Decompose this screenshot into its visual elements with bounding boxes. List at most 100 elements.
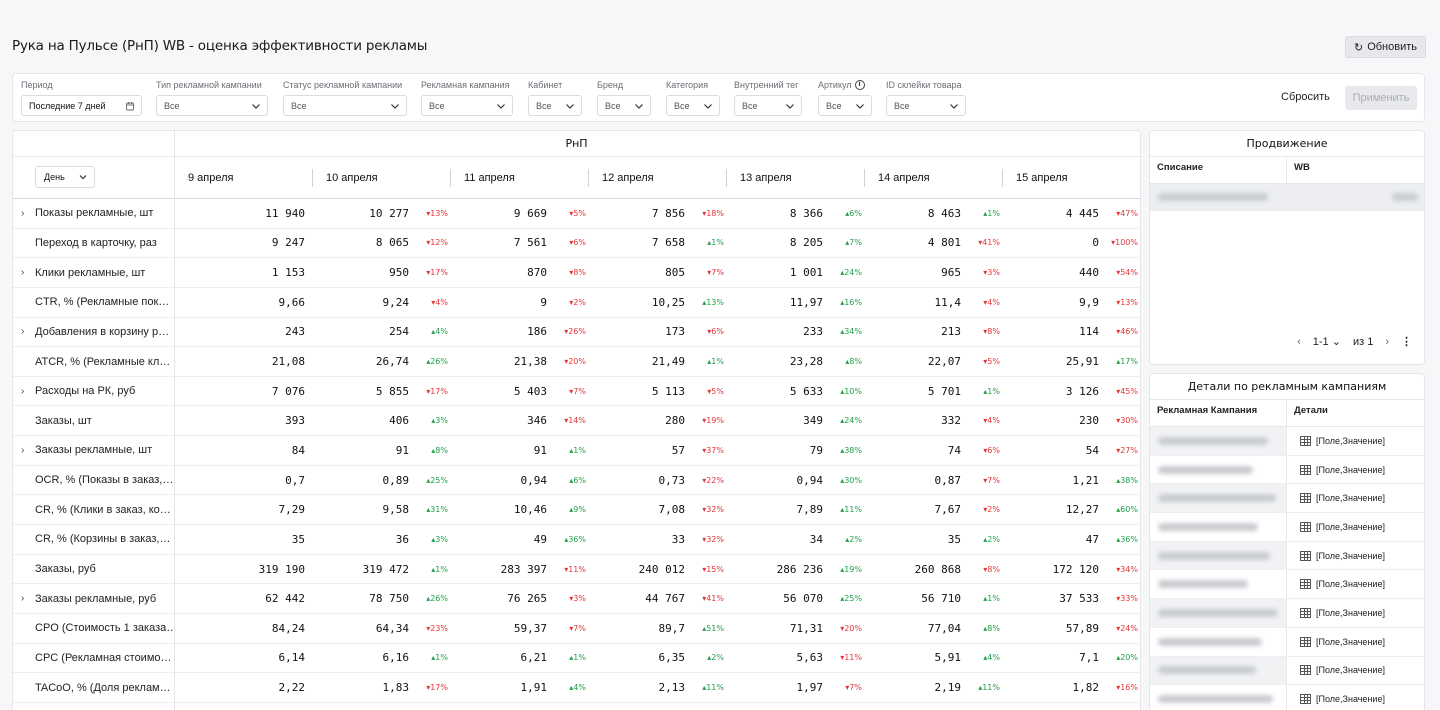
metric-name[interactable]: › Заказы рекламные, шт: [13, 436, 174, 465]
delta-badge: ▾ 7%: [569, 614, 586, 643]
rnp-panel: РнП День 9 апреля 10 апреля 11 апреля 12 ап…: [12, 130, 1141, 710]
delta-value: 8%: [987, 327, 1000, 337]
date-column-header[interactable]: 11 апреля: [451, 157, 589, 199]
column-resizer[interactable]: [1002, 169, 1003, 187]
details-cell[interactable]: [Поле,Значение]: [1287, 542, 1424, 570]
table-cell: 233 ▴ 34%: [727, 318, 865, 347]
delta-value: 1%: [987, 594, 1000, 604]
metric-label: Переход в карточку, раз: [35, 236, 157, 249]
arrow-up-icon: ▴: [702, 297, 707, 307]
column-resizer[interactable]: [312, 169, 313, 187]
table-cell: 5 113 ▾ 5%: [589, 377, 727, 406]
table-cell: 870 ▾ 8%: [451, 258, 589, 287]
filter-value: Все: [742, 100, 758, 111]
details-cell[interactable]: [Поле,Значение]: [1287, 513, 1424, 541]
delta-value: 1%: [987, 208, 1000, 218]
column-resizer[interactable]: [1140, 169, 1141, 187]
filter-select[interactable]: Все: [156, 95, 268, 116]
delta-value: 1%: [711, 357, 724, 367]
arrow-down-icon: ▾: [702, 594, 707, 604]
details-cell[interactable]: [Поле,Значение]: [1287, 685, 1424, 710]
page-size-select[interactable]: 1-1 ⌄: [1312, 336, 1341, 348]
chevron-right-icon[interactable]: ›: [21, 207, 25, 219]
cell-value: 950: [389, 266, 409, 280]
filter-label: Тип рекламной кампании: [156, 80, 268, 90]
chevron-right-icon[interactable]: ›: [21, 444, 25, 456]
delta-value: 4%: [987, 297, 1000, 307]
filter-select[interactable]: Все: [597, 95, 651, 116]
filter-select[interactable]: Все: [421, 95, 513, 116]
filter-select[interactable]: Все: [886, 95, 966, 116]
metric-name[interactable]: › Добавления в корзину р…: [13, 318, 174, 347]
arrow-down-icon: ▾: [1116, 386, 1121, 396]
details-cell[interactable]: [Поле,Значение]: [1287, 427, 1424, 455]
cell-value: 56 070: [783, 592, 823, 606]
apply-button[interactable]: Применить: [1345, 86, 1417, 110]
table-row: CPO (Стоимость 1 заказа… 84,24 64,34 ▾ 23% 5…: [13, 614, 1140, 644]
info-icon[interactable]: i: [854, 80, 865, 90]
details-cell[interactable]: [Поле,Значение]: [1287, 628, 1424, 656]
delta-badge: ▴ 1%: [983, 199, 1000, 228]
column-resizer[interactable]: [450, 169, 451, 187]
metric-name[interactable]: › Клики рекламные, шт: [13, 258, 174, 287]
more-icon[interactable]: ⋮: [1401, 336, 1412, 348]
cell-value: 23,28: [789, 355, 823, 369]
metric-name[interactable]: › Расходы на РК, руб: [13, 377, 174, 406]
details-cell[interactable]: [Поле,Значение]: [1287, 456, 1424, 484]
arrow-down-icon: ▾: [707, 268, 712, 278]
delta-badge: ▾ 15%: [702, 555, 724, 584]
chevron-right-icon[interactable]: ›: [21, 267, 25, 279]
next-page-icon[interactable]: ›: [1385, 335, 1389, 348]
chevron-right-icon[interactable]: ›: [21, 385, 25, 397]
column-resizer[interactable]: [864, 169, 865, 187]
details-col-details[interactable]: Детали: [1294, 405, 1328, 416]
column-resizer[interactable]: [588, 169, 589, 187]
delta-value: 24%: [844, 416, 862, 426]
prev-page-icon[interactable]: ‹: [1297, 335, 1301, 348]
details-cell[interactable]: [Поле,Значение]: [1287, 599, 1424, 627]
delta-value: 25%: [430, 475, 448, 485]
details-cell[interactable]: [Поле,Значение]: [1287, 484, 1424, 512]
date-column-header[interactable]: 12 апреля: [589, 157, 727, 199]
filter-select[interactable]: Все: [283, 95, 407, 116]
table-cell: 22,07 ▾ 5%: [865, 347, 1003, 376]
arrow-down-icon: ▾: [426, 623, 431, 633]
date-column-header[interactable]: 13 апреля: [727, 157, 865, 199]
delta-badge: ▴ 8%: [431, 436, 448, 465]
filter-select[interactable]: Все: [818, 95, 872, 116]
filter-select[interactable]: Все: [734, 95, 802, 116]
chevron-right-icon[interactable]: ›: [21, 593, 25, 605]
delta-value: 20%: [568, 357, 586, 367]
cell-value: 5 403: [513, 384, 547, 398]
promo-col-wb[interactable]: WB: [1294, 162, 1310, 173]
metric-name[interactable]: › Заказы рекламные, руб: [13, 584, 174, 613]
metric-name[interactable]: › Показы рекламные, шт: [13, 199, 174, 228]
date-column-header[interactable]: 15 апреля: [1003, 157, 1141, 199]
table-cell: 36 ▴ 3%: [313, 525, 451, 554]
filter-label: ID склейки товара: [886, 80, 966, 90]
reset-button[interactable]: Сбросить: [1281, 91, 1330, 103]
arrow-down-icon: ▾: [1116, 268, 1121, 278]
arrow-up-icon: ▴: [840, 268, 845, 278]
filter-select[interactable]: Все: [666, 95, 720, 116]
refresh-button[interactable]: ↻ Обновить: [1344, 36, 1426, 58]
date-column-header[interactable]: 14 апреля: [865, 157, 1003, 199]
details-cell[interactable]: [Поле,Значение]: [1287, 657, 1424, 685]
delta-badge: ▾ 17%: [426, 258, 448, 287]
delta-value: 11%: [568, 564, 586, 574]
details-cell[interactable]: [Поле,Значение]: [1287, 570, 1424, 598]
date-column-header[interactable]: 9 апреля: [175, 157, 313, 199]
filter-select[interactable]: Все: [528, 95, 582, 116]
cell-value: 1 153: [271, 266, 305, 280]
promo-col-writeoff[interactable]: Списание: [1150, 157, 1287, 183]
chevron-right-icon[interactable]: ›: [21, 326, 25, 338]
date-column-header[interactable]: 10 апреля: [313, 157, 451, 199]
column-resizer[interactable]: [726, 169, 727, 187]
delta-badge: ▾ 13%: [1116, 288, 1138, 317]
arrow-down-icon: ▾: [569, 297, 574, 307]
filter-select[interactable]: Последние 7 дней: [21, 95, 142, 116]
details-col-campaign[interactable]: Рекламная Кампания: [1150, 400, 1287, 426]
granularity-select[interactable]: День: [35, 166, 95, 188]
delta-badge: ▾ 3%: [569, 584, 586, 613]
details-table-body: [Поле,Значение] [Поле,Значение] [Поле,Знач…: [1150, 427, 1424, 710]
